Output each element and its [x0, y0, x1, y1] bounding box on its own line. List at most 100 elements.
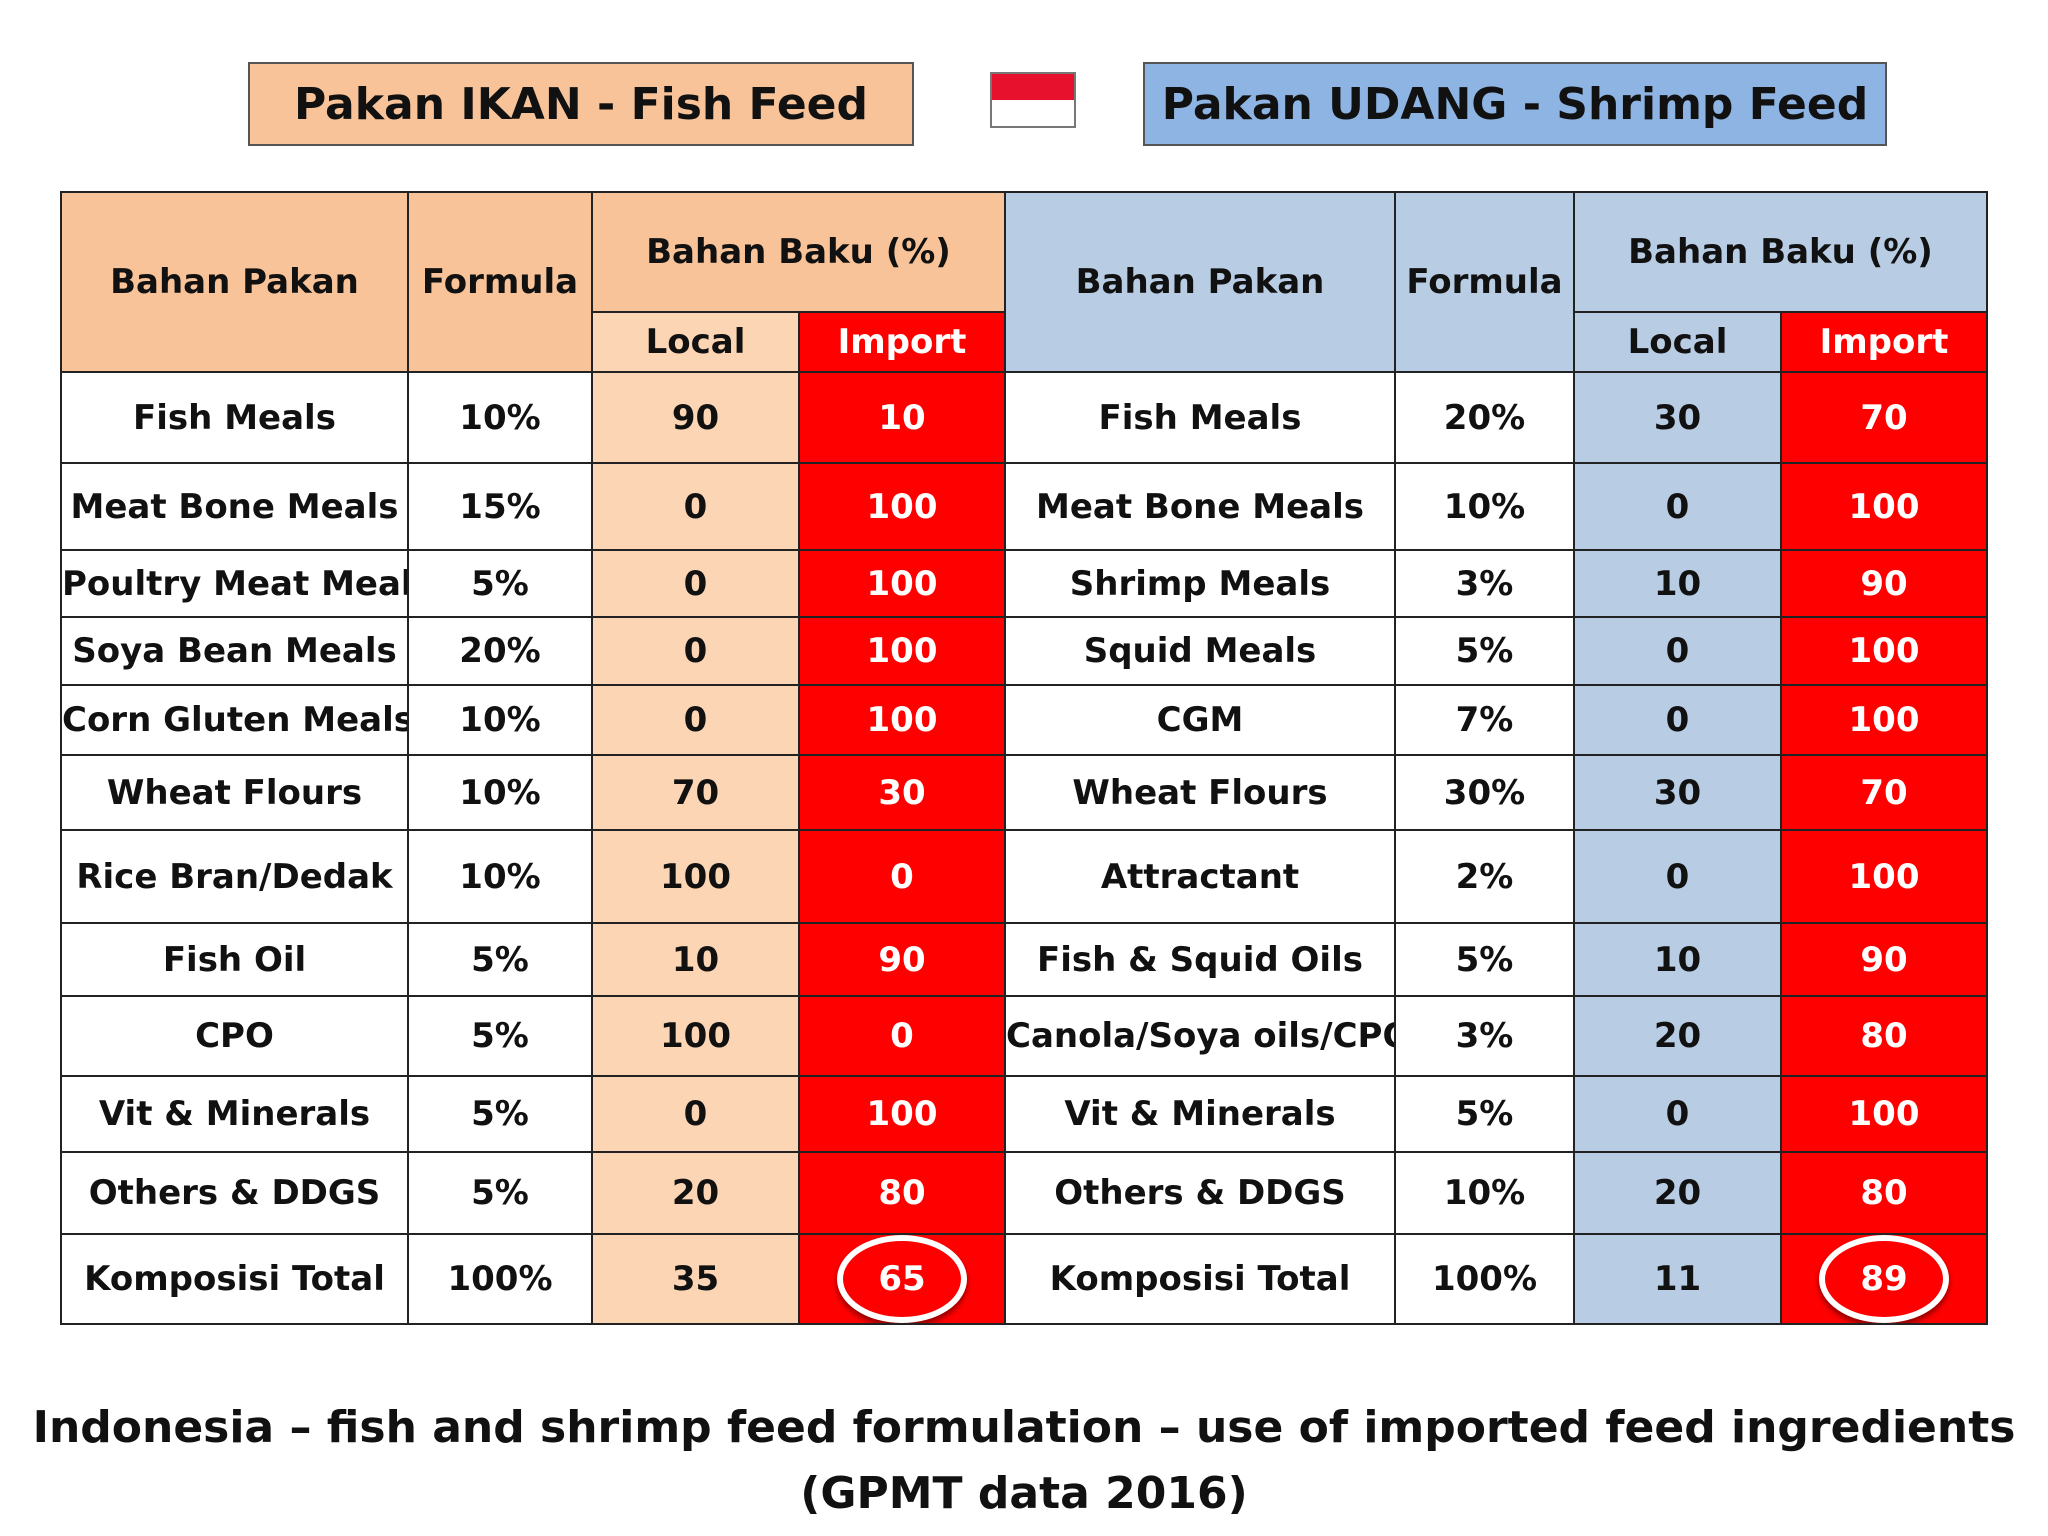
- shrimp-local-cell: 0: [1573, 829, 1782, 924]
- fish-feed-title: Pakan IKAN - Fish Feed: [248, 62, 914, 146]
- shrimp-formula-cell: 5%: [1394, 616, 1575, 686]
- fish-import-cell: 100: [798, 1075, 1006, 1153]
- fish-import-cell: 0: [798, 995, 1006, 1077]
- shrimp-ingredient-cell: Komposisi Total: [1004, 1233, 1396, 1325]
- fish-import-cell: 65: [798, 1233, 1006, 1325]
- fish-formula-cell: 10%: [407, 684, 593, 756]
- shrimp-import-cell: 100: [1780, 616, 1988, 686]
- shrimp-local-cell: 20: [1573, 995, 1782, 1077]
- fish-header-formula: Formula: [407, 191, 593, 373]
- shrimp-ingredient-cell: CGM: [1004, 684, 1396, 756]
- highlight-circle: 89: [1819, 1236, 1949, 1322]
- fish-import-cell: 90: [798, 922, 1006, 997]
- fish-formula-cell: 5%: [407, 995, 593, 1077]
- shrimp-local-cell: 0: [1573, 462, 1782, 551]
- fish-local-cell: 0: [591, 616, 800, 686]
- feed-formulation-table: Bahan Pakan Formula Bahan Baku (%) Bahan…: [60, 191, 1988, 1325]
- fish-formula-cell: 100%: [407, 1233, 593, 1325]
- fish-local-cell: 0: [591, 684, 800, 756]
- table-row: Vit & Minerals 5% 0 100 Vit & Minerals 5% 0 100: [60, 1075, 1988, 1153]
- fish-ingredient-cell: Soya Bean Meals: [60, 616, 409, 686]
- fish-local-cell: 20: [591, 1151, 800, 1235]
- shrimp-local-cell: 10: [1573, 549, 1782, 618]
- shrimp-import-cell: 89: [1780, 1233, 1988, 1325]
- fish-header-bahan-pakan: Bahan Pakan: [60, 191, 409, 373]
- table-row: Wheat Flours 10% 70 30 Wheat Flours 30% 30 70: [60, 754, 1988, 831]
- shrimp-import-cell: 100: [1780, 829, 1988, 924]
- shrimp-formula-cell: 20%: [1394, 371, 1575, 464]
- fish-formula-cell: 10%: [407, 829, 593, 924]
- shrimp-import-cell: 100: [1780, 1075, 1988, 1153]
- shrimp-ingredient-cell: Fish Meals: [1004, 371, 1396, 464]
- caption: Indonesia – fish and shrimp feed formula…: [0, 1395, 2048, 1527]
- table-row: Corn Gluten Meals 10% 0 100 CGM 7% 0 100: [60, 684, 1988, 756]
- fish-ingredient-cell: CPO: [60, 995, 409, 1077]
- fish-formula-cell: 5%: [407, 549, 593, 618]
- shrimp-import-cell: 70: [1780, 754, 1988, 831]
- fish-local-cell: 70: [591, 754, 800, 831]
- indonesia-flag-icon: [990, 72, 1076, 128]
- shrimp-feed-title: Pakan UDANG - Shrimp Feed: [1143, 62, 1887, 146]
- shrimp-local-cell: 0: [1573, 684, 1782, 756]
- shrimp-ingredient-cell: Squid Meals: [1004, 616, 1396, 686]
- fish-formula-cell: 10%: [407, 371, 593, 464]
- shrimp-import-cell: 80: [1780, 995, 1988, 1077]
- fish-local-cell: 100: [591, 829, 800, 924]
- fish-import-cell: 100: [798, 616, 1006, 686]
- fish-ingredient-cell: Fish Oil: [60, 922, 409, 997]
- table-row: Meat Bone Meals 15% 0 100 Meat Bone Meals 10%…: [60, 462, 1988, 551]
- fish-import-cell: 0: [798, 829, 1006, 924]
- table-row: Rice Bran/Dedak 10% 100 0 Attractant 2% 0 100: [60, 829, 1988, 924]
- fish-header-import: Import: [798, 311, 1006, 373]
- fish-ingredient-cell: Vit & Minerals: [60, 1075, 409, 1153]
- shrimp-formula-cell: 10%: [1394, 462, 1575, 551]
- shrimp-header-import: Import: [1780, 311, 1988, 373]
- fish-ingredient-cell: Meat Bone Meals: [60, 462, 409, 551]
- shrimp-local-cell: 30: [1573, 754, 1782, 831]
- caption-line-2: (GPMT data 2016): [800, 1468, 1248, 1519]
- shrimp-header-bahan-pakan: Bahan Pakan: [1004, 191, 1396, 373]
- shrimp-local-cell: 10: [1573, 922, 1782, 997]
- fish-import-cell: 30: [798, 754, 1006, 831]
- shrimp-ingredient-cell: Meat Bone Meals: [1004, 462, 1396, 551]
- shrimp-local-cell: 11: [1573, 1233, 1782, 1325]
- shrimp-import-cell: 70: [1780, 371, 1988, 464]
- fish-formula-cell: 5%: [407, 1075, 593, 1153]
- total-row: Komposisi Total 100% 35 65 Komposisi Total 10…: [60, 1233, 1988, 1325]
- fish-local-cell: 0: [591, 462, 800, 551]
- shrimp-formula-cell: 100%: [1394, 1233, 1575, 1325]
- shrimp-local-cell: 0: [1573, 1075, 1782, 1153]
- fish-header-bahan-baku: Bahan Baku (%): [591, 191, 1006, 313]
- fish-ingredient-cell: Others & DDGS: [60, 1151, 409, 1235]
- fish-local-cell: 35: [591, 1233, 800, 1325]
- shrimp-ingredient-cell: Others & DDGS: [1004, 1151, 1396, 1235]
- table-row: Poultry Meat Meals 5% 0 100 Shrimp Meals 3% 10…: [60, 549, 1988, 618]
- fish-formula-cell: 10%: [407, 754, 593, 831]
- table-row: Soya Bean Meals 20% 0 100 Squid Meals 5% 0 100: [60, 616, 1988, 686]
- shrimp-import-cell: 90: [1780, 549, 1988, 618]
- shrimp-formula-cell: 5%: [1394, 922, 1575, 997]
- fish-ingredient-cell: Poultry Meat Meals: [60, 549, 409, 618]
- shrimp-import-cell: 90: [1780, 922, 1988, 997]
- fish-ingredient-cell: Komposisi Total: [60, 1233, 409, 1325]
- shrimp-formula-cell: 3%: [1394, 995, 1575, 1077]
- fish-formula-cell: 20%: [407, 616, 593, 686]
- shrimp-import-cell: 100: [1780, 462, 1988, 551]
- shrimp-formula-cell: 2%: [1394, 829, 1575, 924]
- shrimp-formula-cell: 7%: [1394, 684, 1575, 756]
- shrimp-ingredient-cell: Canola/Soya oils/CPO: [1004, 995, 1396, 1077]
- highlight-circle: 65: [837, 1236, 967, 1322]
- shrimp-header-formula: Formula: [1394, 191, 1575, 373]
- shrimp-import-cell: 80: [1780, 1151, 1988, 1235]
- fish-header-local: Local: [591, 311, 800, 373]
- fish-local-cell: 90: [591, 371, 800, 464]
- fish-local-cell: 0: [591, 549, 800, 618]
- shrimp-formula-cell: 3%: [1394, 549, 1575, 618]
- fish-local-cell: 0: [591, 1075, 800, 1153]
- table-row: Others & DDGS 5% 20 80 Others & DDGS 10% 20 80: [60, 1151, 1988, 1235]
- table-row: Fish Oil 5% 10 90 Fish & Squid Oils 5% 10 90: [60, 922, 1988, 997]
- shrimp-ingredient-cell: Shrimp Meals: [1004, 549, 1396, 618]
- fish-formula-cell: 15%: [407, 462, 593, 551]
- shrimp-ingredient-cell: Wheat Flours: [1004, 754, 1396, 831]
- fish-import-cell: 80: [798, 1151, 1006, 1235]
